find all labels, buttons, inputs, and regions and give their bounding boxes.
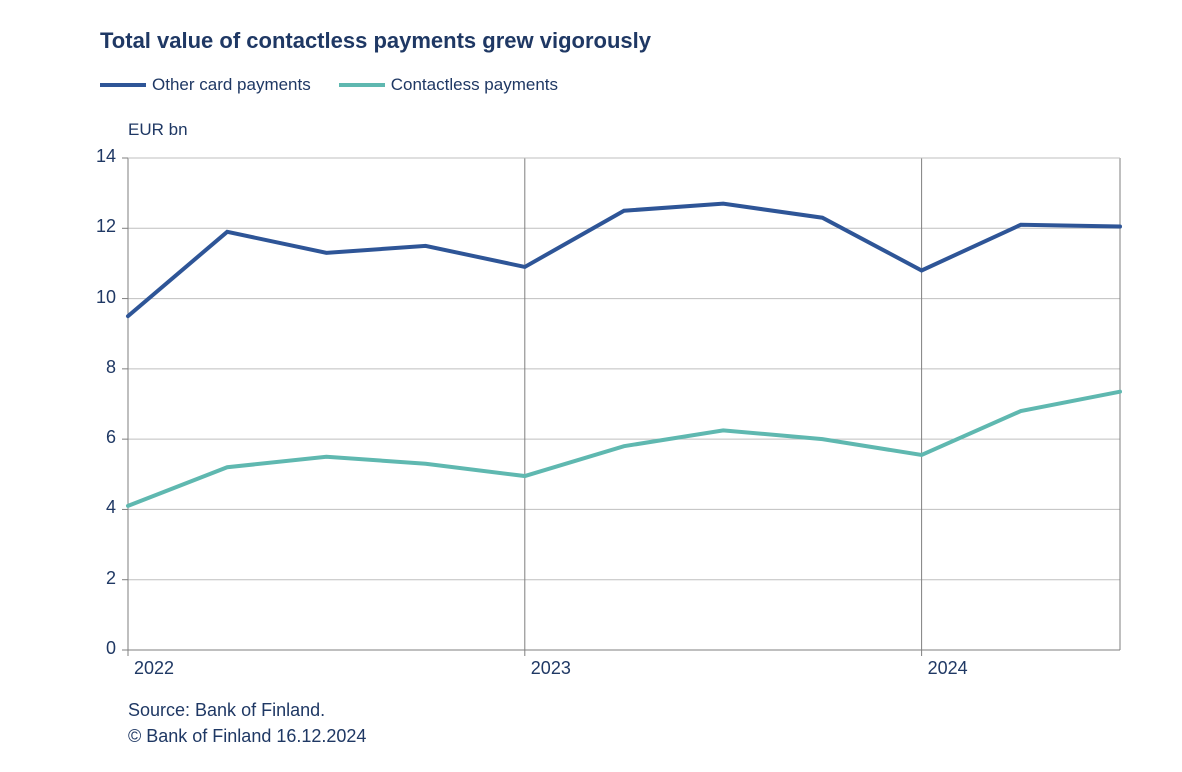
y-tick-label: 10 [96, 287, 116, 308]
y-tick-label: 12 [96, 216, 116, 237]
y-tick-label: 0 [106, 638, 116, 659]
y-tick-label: 4 [106, 497, 116, 518]
y-tick-label: 6 [106, 427, 116, 448]
y-tick-label: 14 [96, 146, 116, 167]
source-text: Source: Bank of Finland. [128, 700, 325, 721]
x-tick-label: 2022 [134, 658, 174, 679]
chart-plot [0, 0, 1182, 772]
x-tick-label: 2024 [928, 658, 968, 679]
y-tick-label: 2 [106, 568, 116, 589]
x-tick-label: 2023 [531, 658, 571, 679]
y-tick-label: 8 [106, 357, 116, 378]
copyright-text: © Bank of Finland 16.12.2024 [128, 726, 366, 747]
chart-container: Total value of contactless payments grew… [0, 0, 1182, 772]
